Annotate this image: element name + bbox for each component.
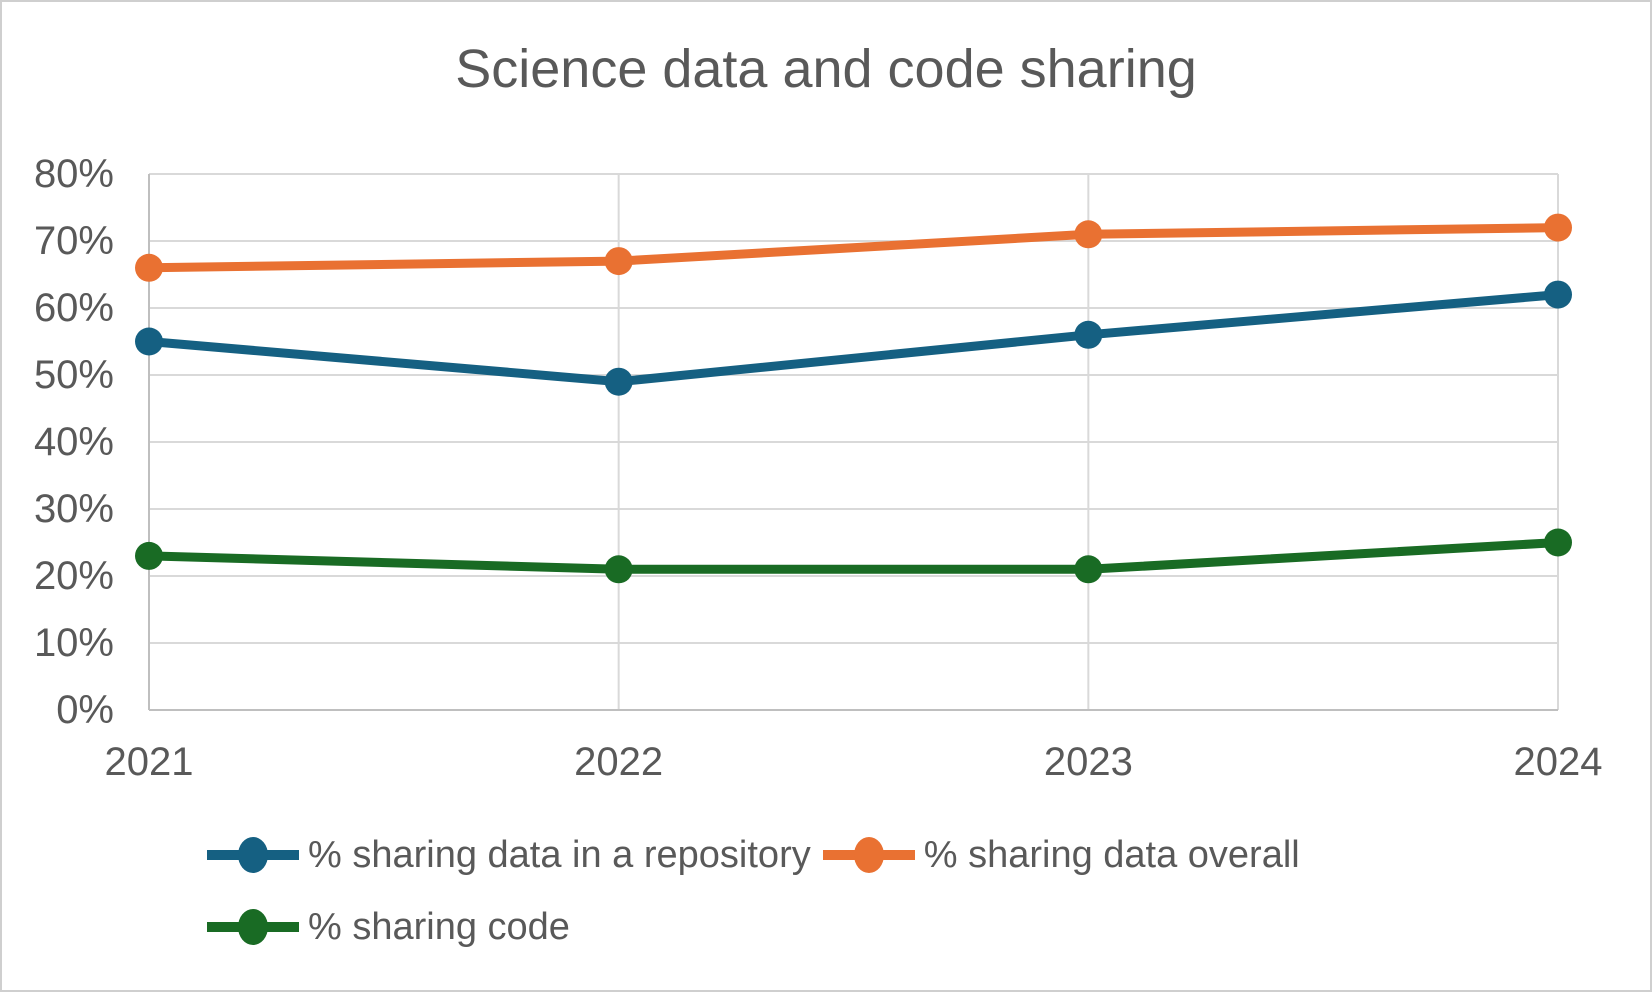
series-3 (135, 528, 1572, 584)
x-tick-label: 2023 (1044, 740, 1133, 784)
y-tick-label: 50% (34, 353, 114, 397)
series-1 (135, 280, 1572, 396)
legend-dot (238, 837, 268, 873)
series-line (144, 223, 1563, 273)
data-point-marker (1074, 220, 1103, 249)
legend-marker-icon (207, 909, 299, 945)
legend-item-series-3: % sharing code (207, 904, 570, 950)
chart-plot-area: 0% 10% 20% 30% 40% 50% 60% 70% 80% 2021 2022 2023 20… (34, 152, 1603, 784)
data-point-marker (135, 253, 163, 282)
legend-item-series-1: % sharing data in a repository (207, 832, 811, 878)
data-point-marker (1544, 528, 1572, 557)
legend-row: % sharing data in a repository % sharing … (207, 832, 1300, 878)
series-line (144, 290, 1563, 387)
y-tick-label: 20% (34, 554, 114, 598)
data-point-marker (135, 327, 163, 356)
y-tick-label: 10% (34, 621, 114, 665)
data-point-marker (1544, 213, 1572, 242)
legend-label: % sharing data overall (923, 833, 1300, 876)
y-tick-label: 80% (34, 152, 114, 196)
data-point-marker (1544, 280, 1572, 309)
legend-marker-icon (822, 837, 915, 873)
data-point-marker (604, 367, 633, 396)
data-point-marker (1074, 320, 1103, 349)
chart-title: Science data and code sharing (455, 39, 1197, 99)
data-point-marker (604, 247, 633, 276)
y-tick-label: 0% (56, 688, 114, 732)
data-point-marker (1074, 555, 1103, 584)
x-tick-label: 2024 (1514, 740, 1603, 784)
legend-marker-icon (207, 837, 299, 873)
data-point-marker (135, 541, 163, 570)
y-tick-label: 70% (34, 219, 114, 263)
series-2 (135, 213, 1572, 282)
x-tick-label: 2022 (574, 740, 663, 784)
legend-dot (853, 837, 884, 873)
legend-label: % sharing code (308, 905, 570, 948)
x-tick-label: 2021 (105, 740, 194, 784)
legend-item-series-2: % sharing data overall (822, 832, 1300, 878)
legend-dot (238, 909, 268, 945)
legend-row: % sharing code (207, 904, 1300, 950)
legend-label: % sharing data in a repository (308, 833, 811, 876)
chart-legend: % sharing data in a repository % sharing … (207, 832, 1300, 950)
y-tick-label: 60% (34, 286, 114, 330)
y-tick-label: 40% (34, 420, 114, 464)
data-point-marker (604, 555, 633, 584)
series-line (144, 538, 1563, 574)
y-tick-label: 30% (34, 487, 114, 531)
